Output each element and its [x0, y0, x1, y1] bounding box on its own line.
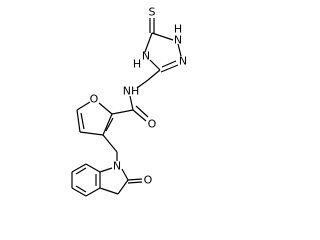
bond [136, 79, 149, 89]
bond [147, 69, 161, 81]
bond [85, 187, 101, 197]
atom-label: H [174, 23, 182, 36]
atom-label: S [149, 6, 156, 19]
atom-label: O [144, 174, 153, 187]
bond [71, 163, 87, 173]
bond [105, 117, 114, 132]
bond [121, 168, 129, 181]
bond [102, 113, 113, 136]
atom-labels: S H N N N H NH O O N O [90, 6, 187, 187]
atom-label: N [174, 34, 182, 47]
bond [151, 32, 174, 41]
bond [135, 105, 149, 118]
bond [75, 167, 87, 175]
bond [161, 60, 177, 68]
bond [99, 187, 119, 195]
atom-label: N [142, 50, 150, 63]
bond [75, 185, 87, 193]
bond [117, 179, 129, 195]
bond [98, 102, 113, 115]
bond [144, 32, 153, 53]
bonds [71, 18, 182, 197]
bond [85, 163, 101, 173]
bond [79, 131, 104, 136]
atom-label: NH [123, 85, 140, 98]
bond [177, 43, 182, 57]
bond [111, 109, 134, 115]
bond [127, 181, 143, 184]
bond [102, 134, 118, 153]
bond [127, 178, 143, 181]
bond [132, 109, 147, 122]
atom-label: N [113, 160, 121, 173]
bond [76, 101, 91, 111]
atom-label: O [90, 93, 99, 106]
bond [80, 112, 85, 130]
bond [160, 64, 179, 73]
atom-label: N [179, 55, 187, 68]
bond [99, 167, 113, 173]
atom-label: O [148, 118, 157, 131]
bond [71, 187, 87, 197]
molecule-diagram: S H N N N H NH O O N O [71, 6, 187, 197]
bond [129, 95, 134, 111]
bond [76, 109, 81, 133]
bond [149, 59, 161, 71]
atom-label: H [133, 58, 141, 71]
